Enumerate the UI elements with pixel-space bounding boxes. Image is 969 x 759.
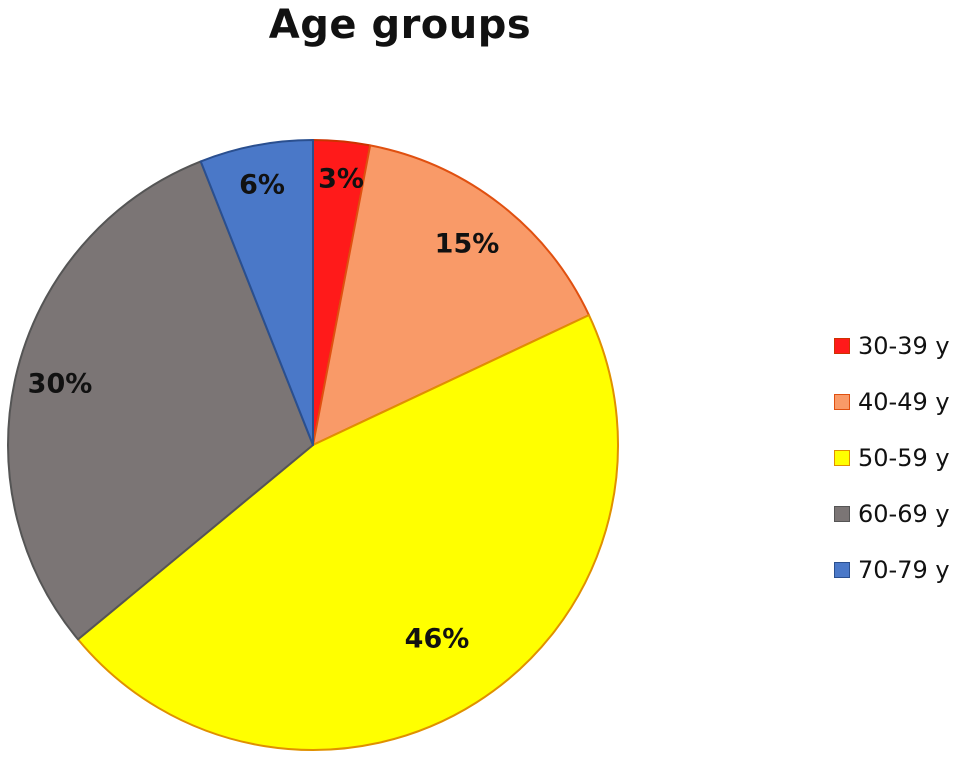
chart-title: Age groups — [268, 2, 532, 48]
legend-label: 30-39 y — [858, 332, 950, 360]
legend-item-40-49-y: 40-49 y — [834, 374, 950, 430]
legend-item-50-59-y: 50-59 y — [834, 430, 950, 486]
legend-item-60-69-y: 60-69 y — [834, 486, 950, 542]
legend-label: 70-79 y — [858, 556, 950, 584]
data-label-40-49-y: 15% — [435, 229, 500, 260]
pie-slice-40-49-y — [312, 144, 590, 446]
legend-item-70-79-y: 70-79 y — [834, 542, 950, 598]
data-label-70-79-y: 6% — [239, 170, 285, 201]
legend-label: 40-49 y — [858, 388, 950, 416]
legend-label: 60-69 y — [858, 500, 950, 528]
pie-slice-50-59-y — [76, 314, 619, 751]
legend-swatch — [834, 394, 850, 410]
data-label-50-59-y: 46% — [405, 624, 470, 655]
pie-data-labels: 3% 15% 46% 30% 6% — [28, 164, 500, 655]
pie-slice-70-79-y — [199, 139, 314, 446]
legend-swatch — [834, 562, 850, 578]
legend-item-30-39-y: 30-39 y — [834, 318, 950, 374]
pie-slice-60-69-y — [7, 160, 314, 641]
pie-slices — [7, 139, 619, 751]
legend-swatch — [834, 450, 850, 466]
legend: 30-39 y 40-49 y 50-59 y 60-69 y 70-79 y — [834, 318, 950, 598]
legend-swatch — [834, 506, 850, 522]
data-label-30-39-y: 3% — [318, 164, 364, 195]
legend-swatch — [834, 338, 850, 354]
legend-label: 50-59 y — [858, 444, 950, 472]
data-label-60-69-y: 30% — [28, 369, 93, 400]
